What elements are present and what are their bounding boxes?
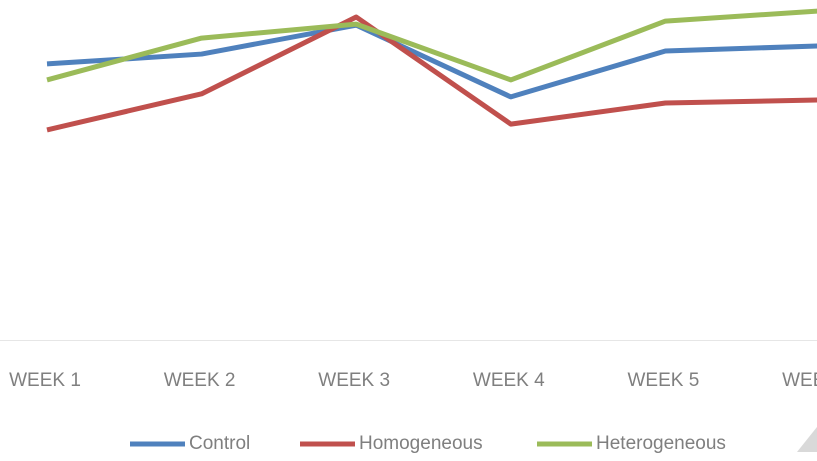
- series-line: [46, 14, 817, 133]
- legend-label: Control: [189, 433, 250, 454]
- x-tick-label: WEEK 3: [318, 370, 390, 391]
- legend-label: Homogeneous: [359, 433, 483, 454]
- x-tick-label: WEEK 4: [473, 370, 545, 391]
- resize-handle: [797, 427, 817, 452]
- x-tick-label: WEEK 1: [9, 370, 81, 391]
- x-tick-label: WEEK 6: [782, 370, 817, 391]
- x-tick-label: WEEK 2: [164, 370, 236, 391]
- series-line: [46, 22, 817, 100]
- series-line: [46, 8, 817, 83]
- legend-label: Heterogeneous: [596, 433, 726, 454]
- x-tick-label: WEEK 5: [627, 370, 699, 391]
